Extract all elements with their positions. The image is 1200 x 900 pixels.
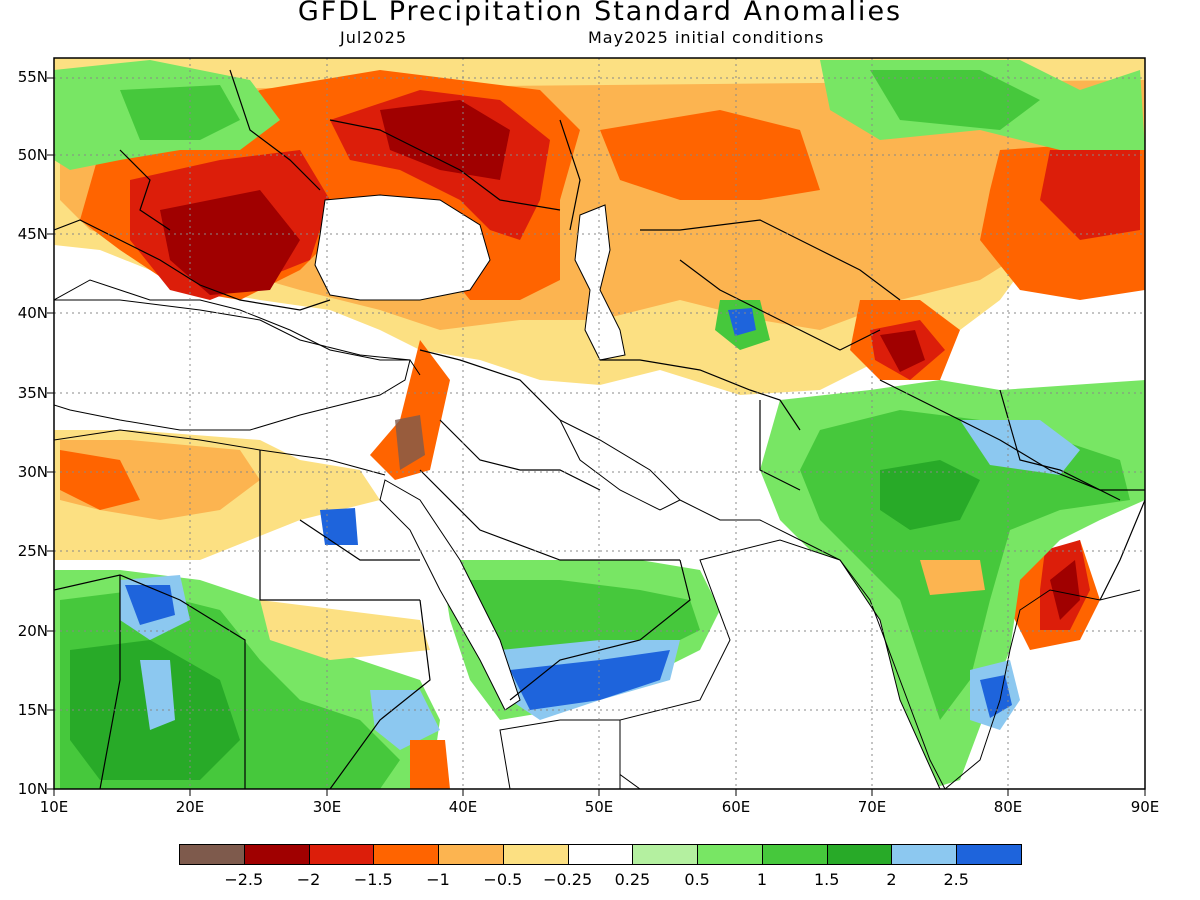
colorbar-swatch xyxy=(243,844,310,865)
colorbar xyxy=(179,844,1022,865)
lat-label-15n: 15N xyxy=(17,701,48,719)
colorbar-swatch xyxy=(761,844,828,865)
colorbar-swatch xyxy=(891,844,958,865)
colorbar-tick-label: 1.5 xyxy=(813,870,840,889)
arabian-sea xyxy=(599,539,941,789)
colorbar-tick-label: −1 xyxy=(426,870,450,889)
colorbar-swatch xyxy=(438,844,504,865)
colorbar-swatch xyxy=(632,844,699,865)
colorbar-swatch xyxy=(373,844,440,865)
colorbar-tick-label: −0.5 xyxy=(483,870,523,889)
colorbar-tick-label: −2.5 xyxy=(224,870,264,889)
lat-label-30n: 30N xyxy=(17,463,48,481)
lat-label-50n: 50N xyxy=(17,146,48,164)
colorbar-tick-label: 0.5 xyxy=(684,870,710,889)
colorbar-tick-label: −2 xyxy=(296,870,321,889)
colorbar-tick-label: 2 xyxy=(886,870,897,889)
lon-label-60e: 60E xyxy=(721,798,751,816)
colorbar-tick-label: 0.25 xyxy=(614,870,651,889)
colorbar-swatch xyxy=(179,844,245,865)
mediterranean xyxy=(54,299,411,431)
valid-month: Jul2025 xyxy=(340,28,408,47)
colorbar-swatch xyxy=(956,844,1022,865)
colorbar-tick-label: −1.5 xyxy=(353,870,393,889)
colorbar-swatch xyxy=(502,844,569,865)
persian-gulf xyxy=(558,418,681,511)
levant-extreme-dry xyxy=(395,415,425,470)
lon-label-50e: 50E xyxy=(584,798,614,816)
lon-label-80e: 80E xyxy=(993,798,1023,816)
colorbar-swatch xyxy=(567,844,634,865)
lat-label-40n: 40N xyxy=(17,304,48,322)
colorbar-swatch xyxy=(697,844,763,865)
colorbar-swatch xyxy=(826,844,893,865)
caspian-sea xyxy=(574,204,626,361)
gulf-of-aden xyxy=(499,719,621,789)
lat-label-20n: 20N xyxy=(17,622,48,640)
axis-ticks xyxy=(47,77,1146,796)
colorbar-tick-label: 2.5 xyxy=(943,870,969,889)
lat-label-10n: 10N xyxy=(17,780,48,798)
coastlines xyxy=(54,279,1141,789)
colorbar-tick-label: −0.25 xyxy=(543,870,593,889)
initial-conditions: May2025 initial conditions xyxy=(588,28,825,47)
map-title: GFDL Precipitation Standard Anomalies xyxy=(297,0,903,27)
lon-label-30e: 30E xyxy=(312,798,342,816)
lat-label-45n: 45N xyxy=(17,225,48,243)
lat-label-25n: 25N xyxy=(17,542,48,560)
lat-label-35n: 35N xyxy=(17,384,48,402)
colorbar-swatch xyxy=(308,844,375,865)
black-sea xyxy=(314,194,491,301)
lon-label-70e: 70E xyxy=(857,798,887,816)
lon-label-10e: 10E xyxy=(39,798,69,816)
colorbar-tick-label: 1 xyxy=(756,870,768,889)
lon-label-40e: 40E xyxy=(448,798,478,816)
water-bodies xyxy=(54,194,941,789)
lon-label-20e: 20E xyxy=(175,798,205,816)
country-borders xyxy=(54,69,1145,789)
graticule xyxy=(54,58,1145,789)
lat-label-55n: 55N xyxy=(17,68,48,86)
lon-label-90e: 90E xyxy=(1130,798,1160,816)
